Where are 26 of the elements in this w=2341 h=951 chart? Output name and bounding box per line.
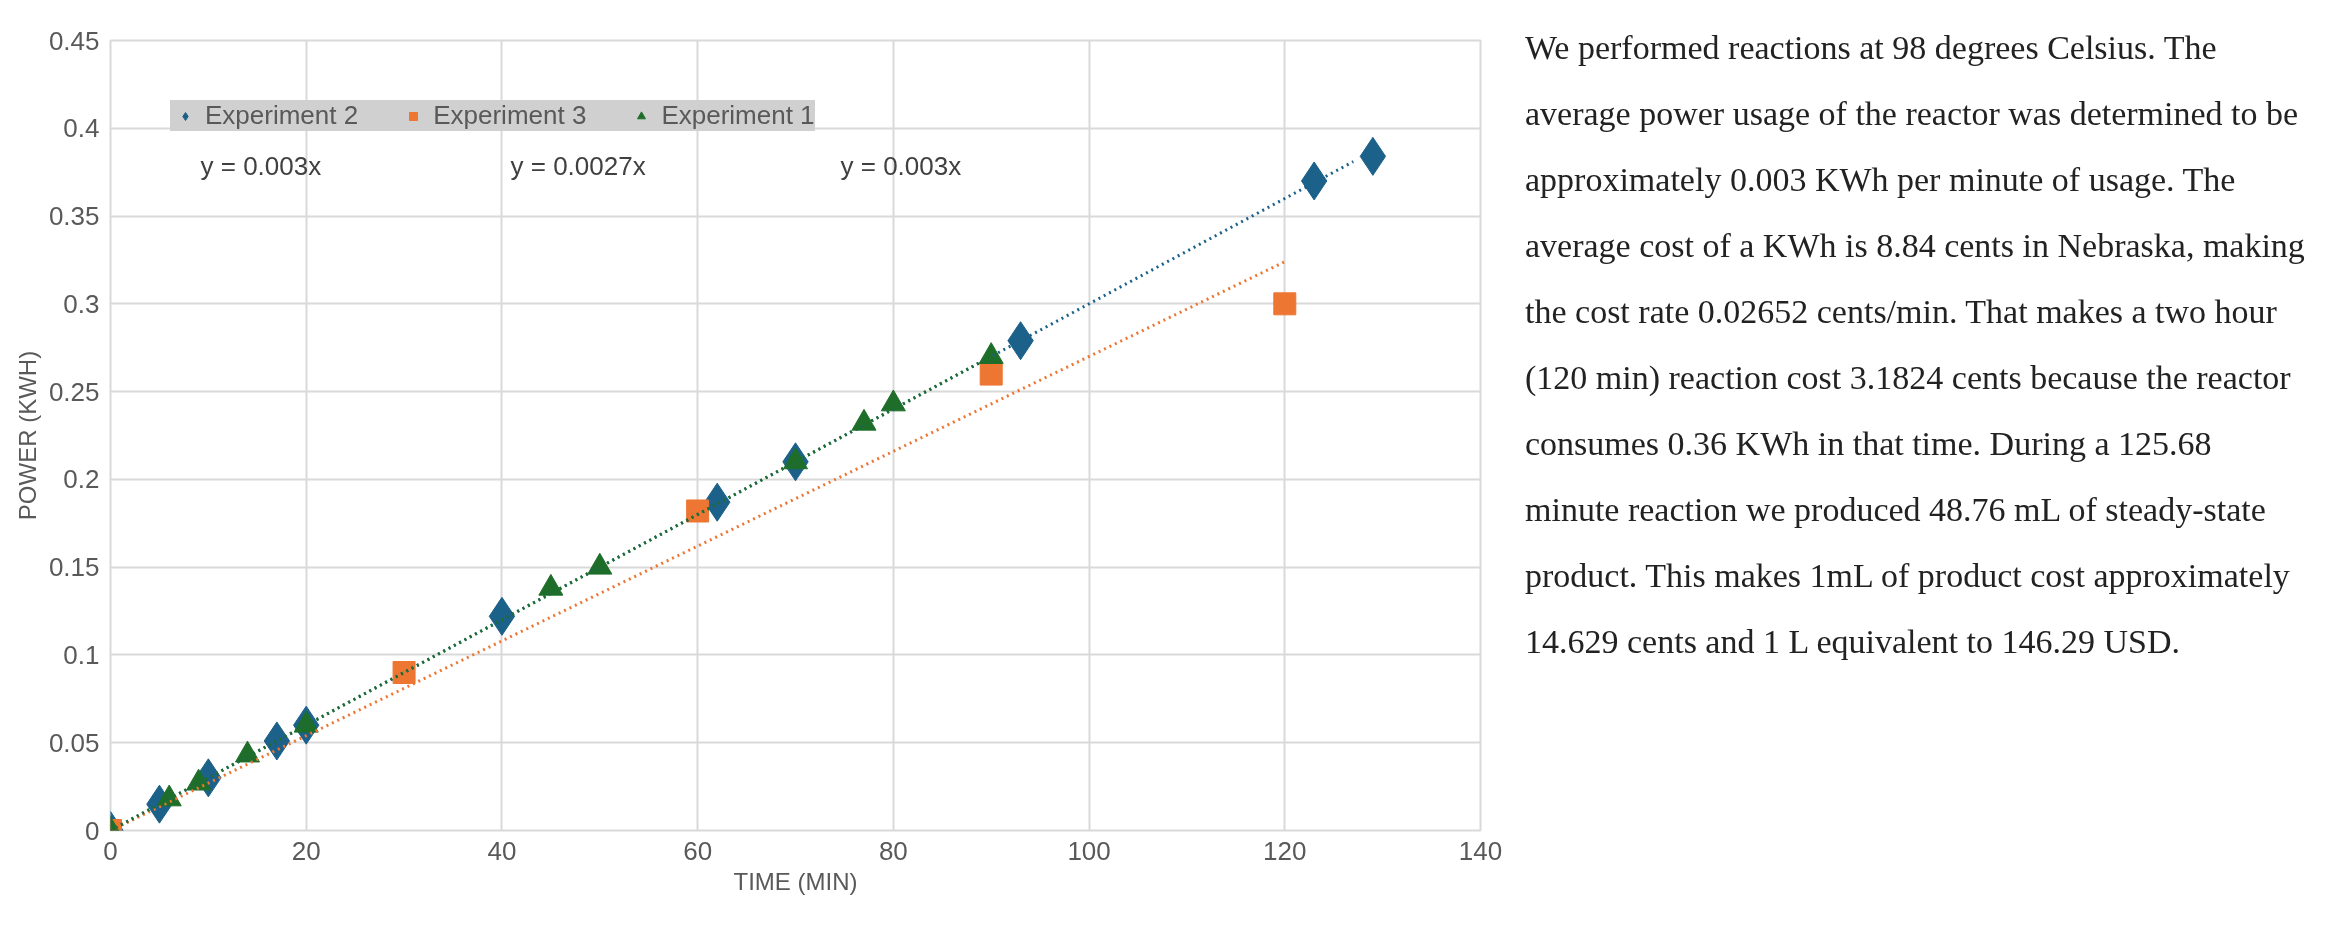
annotation: y = 0.0027x [510,150,646,181]
legend-label: Experiment 2 [205,100,359,131]
x-tick-label: 60 [683,835,713,866]
y-tick-label: 0.4 [63,113,100,144]
y-tick-label: 0.25 [48,376,100,407]
y-tick-label: 0.3 [63,288,100,319]
x-tick-label: 80 [878,835,908,866]
x-tick-label: 120 [1263,835,1307,866]
y-tick-label: 0.2 [63,464,100,495]
annotation: y = 0.003x [840,150,962,181]
x-axis-title: TIME (MIN) [733,867,858,895]
text: We performed reactions at 98 degrees Celsius. The average power usage of the reactor was determined to be approximately 0.003 KWh per minute of usage. The average cost of a KWh is 8.84 cents in Nebraska, making the cost rate 0.02652 cents/min. That makes a two hour (120 min) reaction cost 3.1824 cents because the reactor consumes 0.36 KWh in that time. During a 125.68 minute reaction we produced 48.76 mL of steady-state product. This makes 1mL of product cost approximately 14.629 cents and 1 L equivalent to 146.29 USD. [1525,29,2305,660]
y-tick-label: 0.15 [48,552,100,583]
y-tick-label: 0.1 [63,639,100,670]
legend-label: Experiment 1 [661,100,815,131]
y-axis-title: POWER (KWH) [13,350,41,521]
y-tick-label: 0.45 [48,25,100,56]
x-tick-label: 20 [291,835,321,866]
y-tick-label: 0.35 [48,201,100,232]
annotation: y = 0.003x [200,150,322,181]
x-tick-label: 100 [1067,835,1111,866]
legend-label: Experiment 3 [433,100,587,131]
x-tick-label: 40 [487,835,517,866]
x-tick-label: 140 [1458,835,1503,866]
y-tick-label: 0.05 [48,727,100,758]
y-tick-label: 0 [85,815,100,846]
